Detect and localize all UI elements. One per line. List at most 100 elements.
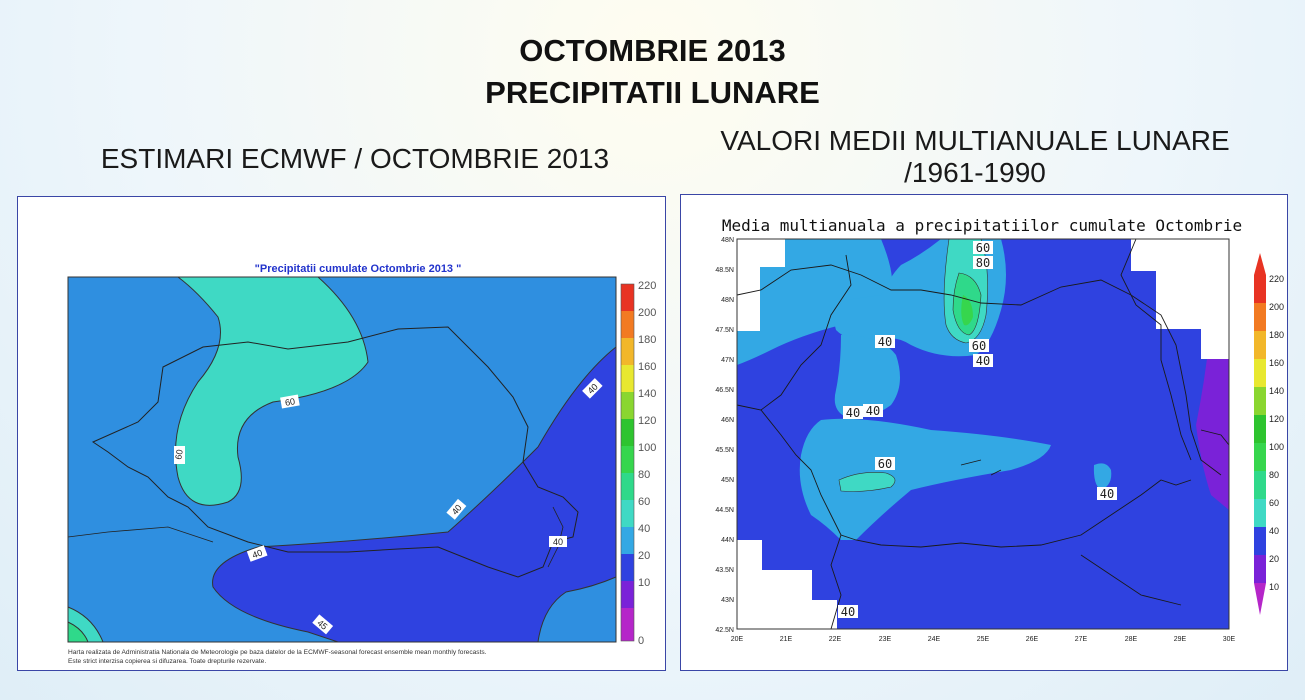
- ecmwf-map-area: 60 60 40 40 40 40 45: [67, 276, 617, 643]
- label-box: [973, 256, 993, 269]
- contour-label: 40: [866, 404, 880, 418]
- climatology-map-svg: Media multianuala a precipitatiilor cumu…: [715, 216, 1284, 643]
- climatology-colorbar: 220 200 180 160 140 120 100 80 60 40 20 …: [1254, 253, 1284, 615]
- contour-label: 60: [173, 449, 185, 461]
- colorbar-swatch: [621, 446, 634, 473]
- label-box: [280, 394, 300, 409]
- colorbar-arrow-top: [1254, 253, 1266, 275]
- no-data-cell: [737, 540, 762, 629]
- colorbar-arrow-bottom: [1254, 583, 1266, 615]
- lat-tick: 48N: [721, 297, 734, 304]
- country-borders: [736, 238, 1230, 630]
- no-data-cell: [760, 239, 785, 267]
- romania-border: [91, 326, 579, 578]
- colorbar-tick: 10: [638, 577, 650, 589]
- label-box: [973, 354, 993, 367]
- region-40-southwest: [799, 418, 1051, 540]
- contour-label: 60: [976, 241, 990, 255]
- label-box: [312, 614, 334, 635]
- no-data-cell: [1156, 271, 1229, 329]
- colorbar-swatch: [1254, 471, 1266, 499]
- lat-tick: 47.5N: [715, 327, 734, 334]
- contour-label: 60: [878, 457, 892, 471]
- colorbar-tick: 80: [638, 469, 650, 481]
- lat-tick: 45N: [721, 477, 734, 484]
- label-box: [246, 545, 268, 562]
- ecmwf-footer-line-2: Este strict interzisa copierea si difuza…: [68, 658, 266, 665]
- lon-tick: 21E: [780, 636, 793, 643]
- colorbar-tick: 140: [638, 388, 656, 400]
- colorbar-swatch: [621, 608, 634, 641]
- lat-tick: 44N: [721, 537, 734, 544]
- title-line-1: OCTOMBRIE 2013: [519, 33, 786, 68]
- climatology-contour-labels: 60 80 60 40 40 40 40 60 40 40: [838, 241, 1117, 619]
- colorbar-frame: [620, 283, 635, 642]
- map-frame: [67, 276, 617, 643]
- colorbar-swatch: [1254, 415, 1266, 443]
- label-box: [582, 378, 603, 399]
- climatology-map-panel: Media multianuala a precipitatiilor cumu…: [680, 194, 1288, 671]
- colorbar-swatch: [621, 473, 634, 500]
- colorbar-tick: 200: [1269, 302, 1284, 312]
- contour-label: 40: [841, 605, 855, 619]
- contour-label: 40: [1100, 487, 1114, 501]
- colorbar-tick: 0: [638, 635, 644, 647]
- label-box: [875, 457, 895, 470]
- colorbar-tick: 180: [1269, 330, 1284, 340]
- colorbar-tick: 60: [1269, 498, 1279, 508]
- colorbar-swatch: [621, 338, 634, 365]
- colorbar-tick: 120: [638, 415, 656, 427]
- no-data-cell: [762, 570, 812, 629]
- label-box: [549, 536, 567, 547]
- lat-tick: 43.5N: [715, 567, 734, 574]
- lon-tick: 22E: [829, 636, 842, 643]
- colorbar-tick: 120: [1269, 414, 1284, 424]
- colorbar-swatch: [1254, 499, 1266, 527]
- region-40-east: [1093, 463, 1112, 490]
- region-100-north: [961, 295, 973, 326]
- colorbar-tick: 20: [638, 550, 650, 562]
- lat-tick: 44.5N: [715, 507, 734, 514]
- colorbar-swatch: [1254, 331, 1266, 359]
- lon-tick: 24E: [928, 636, 941, 643]
- lon-tick: 23E: [879, 636, 892, 643]
- lat-tick: 42.5N: [715, 627, 734, 634]
- colorbar-tick: 100: [638, 442, 656, 454]
- ecmwf-map-panel: "Precipitatii cumulate Octombrie 2013 " …: [17, 196, 666, 671]
- lon-tick: 25E: [977, 636, 990, 643]
- colorbar-swatch: [1254, 303, 1266, 331]
- contour-label: 60: [972, 339, 986, 353]
- ecmwf-map-title: "Precipitatii cumulate Octombrie 2013 ": [255, 263, 462, 275]
- climatology-map-title: Media multianuala a precipitatiilor cumu…: [722, 216, 1242, 235]
- lat-tick: 47N: [721, 357, 734, 364]
- lon-tick: 28E: [1125, 636, 1138, 643]
- ecmwf-contour-labels: 60 60 40 40 40 40 45: [173, 378, 603, 635]
- contour-label: 40: [878, 335, 892, 349]
- region-40: [212, 345, 617, 643]
- region-20-east: [1196, 325, 1229, 510]
- colorbar-swatch: [621, 365, 634, 392]
- lon-tick: 20E: [731, 636, 744, 643]
- colorbar-tick: 100: [1269, 442, 1284, 452]
- contour-label: 80: [976, 256, 990, 270]
- colorbar-tick: 140: [1269, 386, 1284, 396]
- colorbar-tick: 40: [1269, 526, 1279, 536]
- right-heading: VALORI MEDII MULTIANUALE LUNARE /1961-19…: [680, 125, 1270, 189]
- colorbar-swatch: [621, 500, 634, 527]
- border-line: [67, 526, 214, 543]
- contour-label: 40: [846, 406, 860, 420]
- right-heading-line-1: VALORI MEDII MULTIANUALE LUNARE: [720, 125, 1230, 156]
- colorbar-tick: 200: [638, 307, 656, 319]
- page-title: OCTOMBRIE 2013 PRECIPITATII LUNARE: [0, 30, 1305, 114]
- lat-tick: 46N: [721, 417, 734, 424]
- colorbar-tick: 160: [1269, 358, 1284, 368]
- colorbar-swatch: [1254, 387, 1266, 415]
- ecmwf-colorbar: 220 200 180 160 140 120 100 80 60 40 20 …: [620, 280, 656, 647]
- colorbar-tick: 180: [638, 334, 656, 346]
- climatology-map-area: 60 80 60 40 40 40 40 60 40 40: [736, 238, 1230, 630]
- colorbar-tick: 10: [1269, 582, 1279, 592]
- lon-tick: 26E: [1026, 636, 1039, 643]
- contour-label: 40: [450, 503, 464, 517]
- region-60: [175, 276, 369, 506]
- colorbar-tick: 220: [638, 280, 656, 292]
